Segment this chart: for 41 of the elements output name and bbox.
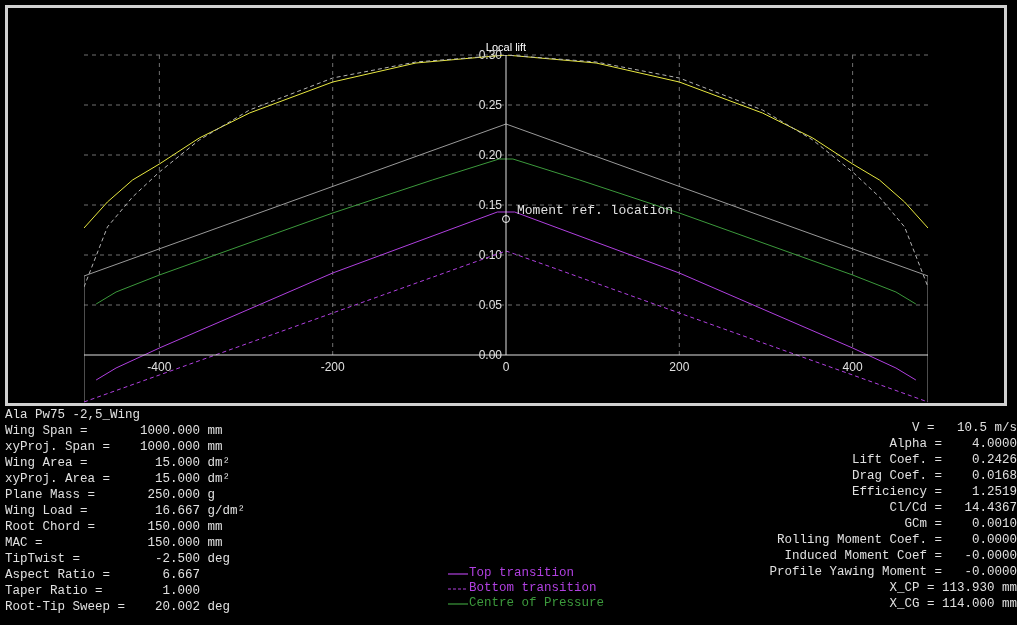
x-tick-label: -400 [147,360,172,374]
text: Root-Tip Sweep = 20.002 deg [5,599,232,615]
text: Wing Span = 1000.000 mm [5,423,224,439]
text: Ala Pw75 -2,5_Wing [5,407,142,423]
text: Wing Area = 15.000 dm² [5,455,232,471]
y-tick-label: 0.00 [478,348,503,362]
legend-label: Top transition [469,566,575,581]
text: Alpha = 4.0000 [888,436,1017,452]
text: Taper Ratio = 1.000 [5,583,202,599]
text: Cl/Cd = 14.4367 [888,500,1017,516]
text: Aspect Ratio = 6.667 [5,567,202,583]
y-tick-label: 0.25 [478,98,503,112]
y-tick-label: 0.05 [478,298,503,312]
text: xyProj. Span = 1000.000 mm [5,439,224,455]
text: Rolling Moment Coef. = 0.0000 [775,532,1017,548]
legend-label: Centre of Pressure [469,596,605,611]
x-tick-label: 0 [502,360,510,374]
text: Profile Yawing Moment = -0.0000 [769,564,1017,580]
y-tick-label: 0.10 [478,248,503,262]
y-tick-label: 0.20 [478,148,503,162]
text: xyProj. Area = 15.000 dm² [5,471,232,487]
text: Drag Coef. = 0.0168 [850,468,1017,484]
annotation: Moment ref. location [517,203,674,218]
y-tick-label: 0.15 [478,198,503,212]
text: X_CP = 113.930 mm [888,580,1017,596]
text: V = 10.5 m/s [910,420,1017,436]
text: MAC = 150.000 mm [5,535,224,551]
text: GCm = 0.0010 [903,516,1017,532]
legend-label: Bottom transition [469,581,597,596]
x-tick-label: -200 [320,360,346,374]
x-tick-label: 400 [842,360,863,374]
text: Lift Coef. = 0.2426 [850,452,1017,468]
line-series [84,250,928,403]
text: Induced Moment Coef = -0.0000 [783,548,1017,564]
text: Plane Mass = 250.000 g [5,487,217,503]
text: X_CG = 114.000 mm [888,596,1017,612]
text: TipTwist = -2.500 deg [5,551,232,567]
text: Root Chord = 150.000 mm [5,519,224,535]
text: Efficiency = 1.2519 [850,484,1017,500]
x-tick-label: 200 [669,360,690,374]
text: Wing Load = 16.667 g/dm² [5,503,246,519]
